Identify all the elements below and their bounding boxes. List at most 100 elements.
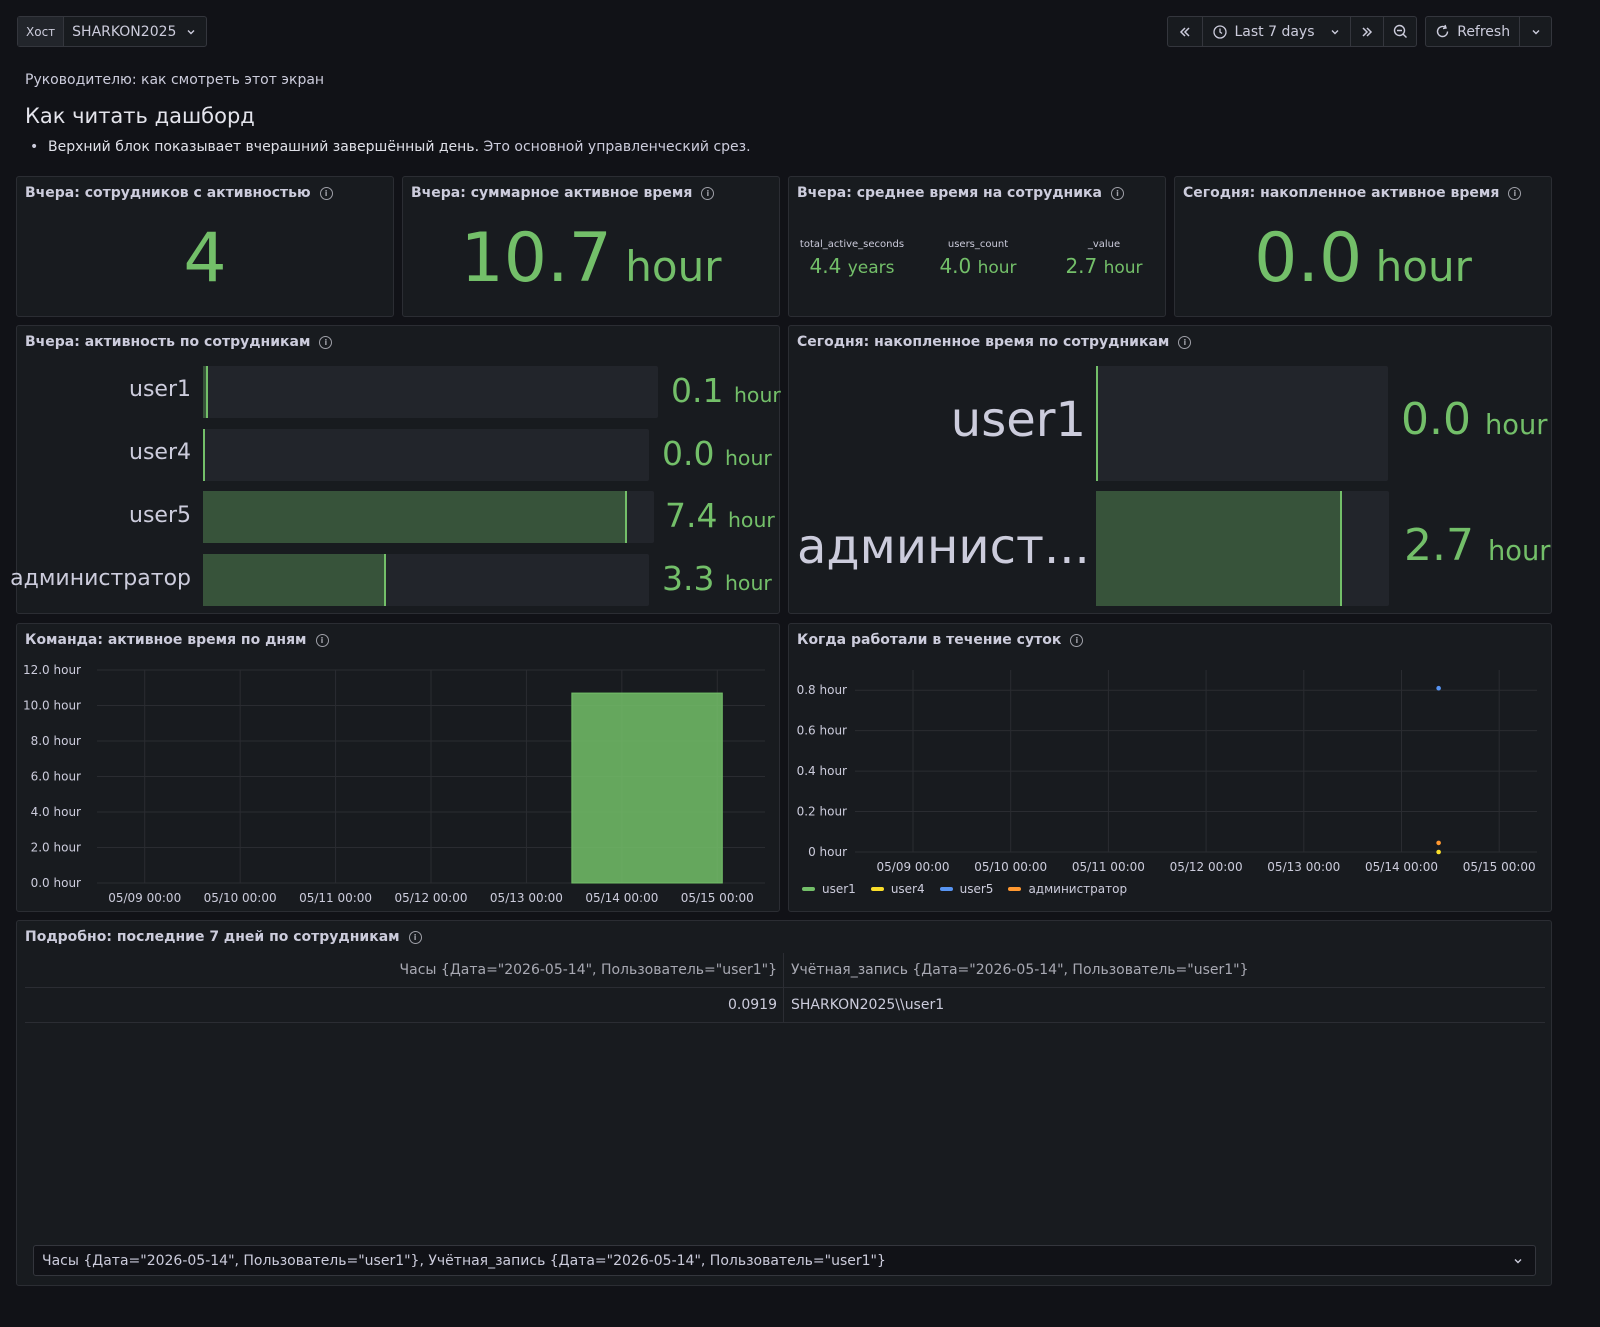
bar-value-administrator: 2.7 hour — [1404, 520, 1551, 571]
time-shift-back-button[interactable] — [1168, 17, 1203, 46]
y-tick-label: 0.2 hour — [797, 805, 847, 819]
info-icon[interactable]: i — [1070, 633, 1084, 647]
stat-value: 10.7 hour — [460, 219, 722, 298]
stat-panel-average: Вчера: среднее время на сотрудника i tota… — [788, 176, 1166, 317]
panel-title: Подробно: последние 7 дней по сотрудника… — [25, 929, 422, 945]
stat-unit: hour — [1375, 242, 1472, 291]
info-icon[interactable]: i — [319, 186, 333, 200]
bar-fill — [1096, 491, 1343, 606]
stat-value: 0.0 hour — [1254, 219, 1472, 298]
stat-field-total-active-seconds: total_active_seconds 4.4 years — [799, 239, 905, 278]
intro-subtitle: Руководителю: как смотреть этот экран — [25, 72, 325, 88]
double-chevron-left-icon — [1179, 26, 1190, 37]
time-shift-forward-button[interactable] — [1351, 17, 1384, 46]
x-tick-label: 05/09 00:00 — [877, 860, 950, 874]
refresh-button[interactable]: Refresh — [1426, 17, 1521, 46]
legend-item-user4[interactable]: user4 — [870, 882, 925, 896]
stat-unit: hour — [625, 242, 722, 291]
bar-label-user5: user5 — [129, 503, 191, 528]
x-tick-label: 05/09 00:00 — [108, 891, 181, 905]
y-tick-label: 12.0 hour — [23, 663, 81, 677]
bar-label-user1: user1 — [129, 377, 191, 402]
bar-label-user4: user4 — [129, 440, 191, 465]
bar-fill — [203, 491, 627, 543]
bar-track-user4 — [203, 429, 649, 481]
legend-item-user5[interactable]: user5 — [939, 882, 993, 896]
team-daily-chart[interactable]: 0.0 hour 2.0 hour 4.0 hour 6.0 hour 8.0 hour… — [17, 624, 781, 913]
clock-icon — [1213, 24, 1228, 39]
host-variable-value: SHARKON2025 — [72, 23, 177, 40]
stat-value: 4 — [183, 219, 227, 298]
x-tick-label: 05/13 00:00 — [1267, 860, 1340, 874]
time-range-label: Last 7 days — [1234, 23, 1315, 40]
panel-title: Сегодня: накопленное время по сотрудника… — [797, 334, 1192, 350]
bar-fill — [203, 366, 208, 418]
panel-title: Команда: активное время по дням i — [25, 632, 329, 648]
x-tick-label: 05/12 00:00 — [1170, 860, 1243, 874]
y-tick-label: 6.0 hour — [31, 770, 81, 784]
panel-title: Вчера: суммарное активное время i — [411, 185, 715, 201]
chevron-down-icon — [1532, 29, 1540, 34]
y-tick-label: 0.4 hour — [797, 764, 847, 778]
time-range-controls: Last 7 days — [1167, 16, 1417, 47]
bar-track-administrator — [1096, 491, 1389, 606]
bar-track-user1 — [203, 366, 658, 418]
bar-fill — [203, 554, 386, 606]
x-tick-label: 05/13 00:00 — [490, 891, 563, 905]
x-tick-label: 05/11 00:00 — [1072, 860, 1145, 874]
host-variable-select[interactable]: SHARKON2025 — [64, 17, 206, 46]
y-tick-label: 2.0 hour — [31, 841, 81, 855]
bar-label-user1: user1 — [950, 392, 1086, 448]
info-icon[interactable]: i — [1110, 186, 1124, 200]
host-variable-picker[interactable]: Хост SHARKON2025 — [17, 16, 208, 47]
table-frame-select[interactable]: Часы {Дата="2026-05-14", Пользователь="u… — [33, 1245, 1536, 1276]
timeseries-panel-team: Команда: активное время по дням i 0.0 hou… — [16, 623, 780, 912]
intro-bullet-bold: Верхний блок показывает вчерашний заверш… — [48, 139, 480, 155]
refresh-controls: Refresh — [1425, 16, 1552, 47]
table-header-account[interactable]: Учётная_запись {Дата="2026-05-14", Польз… — [791, 962, 1249, 978]
stat-field-value: _value 2.7 hour — [1065, 239, 1143, 278]
info-icon[interactable]: i — [315, 633, 329, 647]
legend-item-administrator[interactable]: администратор — [1008, 882, 1127, 896]
host-variable-label: Хост — [18, 17, 65, 46]
stat-panel-today: Сегодня: накопленное активное время i 0.0… — [1174, 176, 1552, 317]
info-icon[interactable]: i — [319, 335, 333, 349]
intro-bullet: • Верхний блок показывает вчерашний завер… — [30, 139, 751, 155]
y-tick-label: 0.0 hour — [31, 876, 81, 890]
info-icon[interactable]: i — [408, 930, 422, 944]
chart-legend: user1 user4 user5 администратор — [802, 882, 1127, 896]
refresh-interval-dropdown[interactable] — [1520, 17, 1551, 46]
legend-item-user1[interactable]: user1 — [802, 882, 856, 896]
scatter-point — [1436, 685, 1441, 691]
table-cell-hours: 0.0919 — [728, 997, 777, 1013]
intro-heading: Как читать дашборд — [25, 104, 255, 128]
x-tick-label: 05/12 00:00 — [395, 891, 468, 905]
column-divider — [783, 953, 784, 1023]
panel-title: Вчера: среднее время на сотрудника i — [797, 185, 1124, 201]
table-cell-account: SHARKON2025\\user1 — [791, 997, 945, 1013]
row-divider — [25, 1022, 1545, 1023]
x-tick-label: 05/15 00:00 — [681, 891, 754, 905]
stat-panel-total: Вчера: суммарное активное время i 10.7 ho… — [402, 176, 780, 317]
x-tick-label: 05/15 00:00 — [1463, 860, 1536, 874]
bar-label-administrator: администратор — [10, 566, 191, 591]
bar-fill — [1096, 366, 1098, 481]
work-hours-chart[interactable]: 0 hour 0.2 hour 0.4 hour 0.6 hour 0.8 hour 05… — [789, 624, 1553, 913]
refresh-icon — [1437, 24, 1449, 38]
stat-field-users-count: users_count 4.0 hour — [939, 239, 1017, 278]
chevron-down-icon — [1331, 29, 1338, 34]
bar-fill — [203, 429, 205, 481]
info-icon[interactable]: i — [1178, 335, 1192, 349]
bar-value-user5: 7.4 hour — [665, 496, 775, 535]
info-icon[interactable]: i — [1508, 186, 1522, 200]
panel-title: Когда работали в течение суток i — [797, 632, 1084, 648]
time-range-picker[interactable]: Last 7 days — [1203, 17, 1351, 46]
stat-panel-users: Вчера: сотрудников с активностью i 4 — [16, 176, 394, 317]
chevron-down-icon — [1514, 1259, 1522, 1264]
table-header-hours[interactable]: Часы {Дата="2026-05-14", Пользователь="u… — [399, 962, 777, 978]
y-tick-label: 0 hour — [808, 845, 847, 859]
y-tick-label: 0.6 hour — [797, 724, 847, 738]
zoom-out-icon — [1393, 24, 1407, 38]
zoom-out-button[interactable] — [1384, 17, 1416, 46]
info-icon[interactable]: i — [701, 186, 715, 200]
